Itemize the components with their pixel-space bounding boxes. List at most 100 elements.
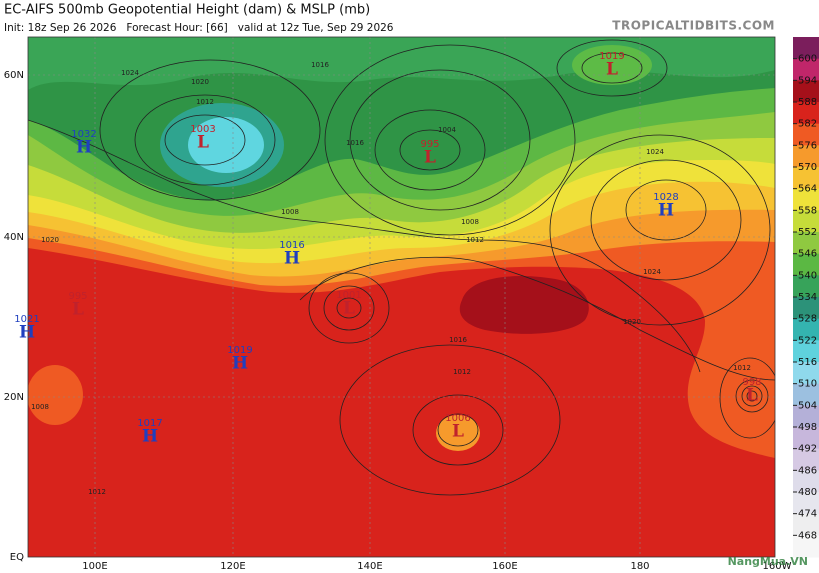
isobar-label: 1020 (623, 318, 641, 326)
colorbar-label: 528 (798, 314, 817, 325)
pressure-center-value: 1032 (71, 129, 96, 140)
graticule (28, 37, 775, 557)
isobar-label: 1020 (191, 78, 209, 86)
isobar-label: 1012 (453, 368, 471, 376)
colorbar-label: 588 (798, 97, 817, 108)
pressure-center-value: 1003 (190, 124, 215, 135)
colorbar-label: 546 (798, 249, 817, 260)
isobar-label: 1012 (466, 236, 484, 244)
isobar-label: 1016 (449, 336, 467, 344)
colorbar-cell (793, 145, 819, 168)
pressure-center-value: 1019 (599, 51, 624, 62)
isobar-label: 1008 (281, 208, 299, 216)
map-frame (27, 36, 776, 558)
isobar-contours (28, 39, 775, 496)
colorbar-cell (793, 513, 819, 536)
pressure-center-value: 1017 (137, 418, 162, 429)
colorbar-label: 510 (798, 379, 817, 390)
isobar-label: 1024 (643, 268, 661, 276)
lon-label: 160E (492, 561, 517, 572)
pressure-center-letter: H (284, 249, 300, 269)
isobar-label: 1016 (311, 61, 329, 69)
colorbar-cell (793, 37, 819, 60)
isobar-label: 1020 (41, 236, 59, 244)
lon-label: 100E (82, 561, 107, 572)
lon-label: 120E (220, 561, 245, 572)
pressure-center-letter: L (72, 300, 84, 320)
isobar-label: 1008 (31, 403, 49, 411)
colorbar-cell (793, 448, 819, 471)
lat-label: 60N (4, 70, 24, 81)
pressure-center-letter: H (232, 354, 248, 374)
lon-label: 140E (357, 561, 382, 572)
subtitle: Init: 18z Sep 26 2026 Forecast Hour: [66… (4, 22, 394, 34)
isobar-label: 1016 (346, 139, 364, 147)
pressure-center-letter: H (658, 201, 674, 221)
colorbar-cell (793, 58, 819, 81)
pressure-center-value: 995 (68, 291, 87, 302)
source: TROPICALTIDBITS.COM (612, 19, 775, 33)
colorbar-cell (793, 427, 819, 450)
colorbar-label: 600 (798, 54, 817, 65)
title: EC-AIFS 500mb Geopotential Height (dam) … (4, 3, 370, 18)
pressure-center-letter: H (142, 427, 158, 447)
colorbar-cell (793, 362, 819, 385)
colorbar-cell (793, 492, 819, 515)
colorbar-label: 480 (798, 487, 817, 498)
isobar-label: 1024 (646, 148, 664, 156)
colorbar-label: 474 (798, 509, 817, 520)
colorbar-label: 564 (798, 184, 817, 195)
isobar-label: 1008 (461, 218, 479, 226)
lat-label: 20N (4, 392, 24, 403)
colorbar-label: 498 (798, 422, 817, 433)
lon-label: 180 (630, 561, 649, 572)
colorbar-cell (793, 232, 819, 255)
pressure-center-value: 1001 (336, 290, 361, 301)
colorbar-cell (793, 275, 819, 298)
colorbar-cell (793, 167, 819, 190)
colorbar-cell (793, 253, 819, 276)
isobar-label: 1004 (438, 126, 456, 134)
colorbar-label: 582 (798, 119, 817, 130)
colorbar-cell (793, 318, 819, 341)
colorbar-label: 570 (798, 162, 817, 173)
colorbar-cell (793, 80, 819, 103)
colorbar-label: 504 (798, 400, 817, 411)
pressure-center-letter: L (452, 422, 464, 442)
colorbar-cell (793, 123, 819, 146)
colorbar-cell (793, 535, 819, 558)
map-field (28, 37, 775, 557)
colorbar-cell (793, 188, 819, 211)
colorbar-label: 492 (798, 444, 817, 455)
colorbar-cell (793, 297, 819, 320)
isobar-label: 1012 (196, 98, 214, 106)
lon-label: 160W (763, 561, 792, 572)
colorbar-cell (793, 383, 819, 406)
pressure-center-letter: H (19, 323, 35, 343)
pressure-center-value: 1021 (14, 314, 39, 325)
colorbar-cell (793, 470, 819, 493)
isobar-label: 1024 (121, 69, 139, 77)
isobar-label: 1012 (733, 364, 751, 372)
colorbar-label: 522 (798, 335, 817, 346)
pressure-center-letter: L (197, 133, 209, 153)
pressure-center-letter: H (76, 138, 92, 158)
watermark: NangMua.VN (728, 555, 808, 568)
isobar-label: 1012 (88, 488, 106, 496)
colorbar-label: 576 (798, 140, 817, 151)
pressure-center-letter: L (424, 148, 436, 168)
pressure-center-value: 1019 (227, 345, 252, 356)
pressure-center-value: 1006 (445, 413, 470, 424)
pressure-center-value: 1028 (653, 192, 678, 203)
colorbar-label: 540 (798, 270, 817, 281)
colorbar-cell (793, 340, 819, 363)
colorbar-cell (793, 210, 819, 233)
pressure-center-letter: L (343, 299, 355, 319)
pressure-center-letter: L (606, 60, 618, 80)
lat-label: 40N (4, 232, 24, 243)
pressure-center-letter: L (746, 386, 758, 406)
colorbar-label: 552 (798, 227, 817, 238)
colorbar-label: 594 (798, 75, 817, 86)
colorbar-cell (793, 102, 819, 125)
